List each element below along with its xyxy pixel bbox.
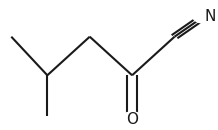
- Text: O: O: [126, 112, 138, 126]
- Circle shape: [121, 112, 144, 126]
- Circle shape: [192, 9, 216, 23]
- Text: N: N: [204, 9, 216, 24]
